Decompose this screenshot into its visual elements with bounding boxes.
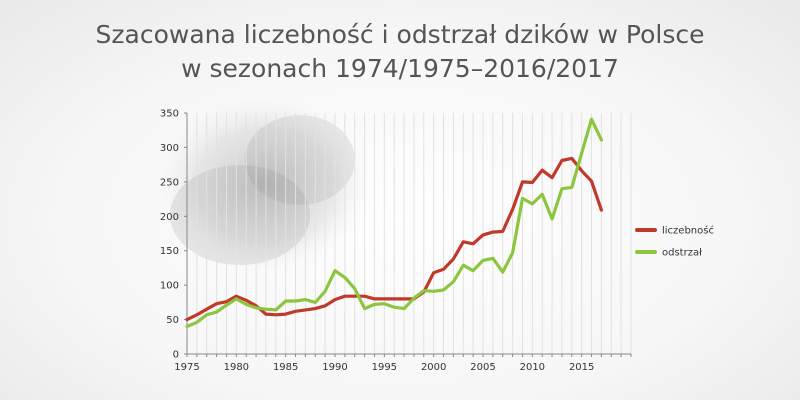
y-tick-label: 200 <box>160 212 179 223</box>
x-tick-label: 2000 <box>421 362 446 373</box>
chart-series <box>185 117 604 329</box>
x-tick-label: 1990 <box>322 362 347 373</box>
x-tick-label: 2005 <box>470 362 495 373</box>
series-line-odstrzal <box>185 117 604 329</box>
y-tick-label: 100 <box>160 281 179 292</box>
y-tick-label: 50 <box>166 315 179 326</box>
y-tick-label: 0 <box>173 350 179 361</box>
chart-title-line-2: w sezonach 1974/1975–2016/2017 <box>181 54 619 83</box>
x-tick-label: 1980 <box>224 362 249 373</box>
x-tick-label: 2010 <box>520 362 545 373</box>
chart-legend: liczebność odstrzał <box>635 225 714 259</box>
x-tick-label: 2015 <box>569 362 594 373</box>
wild-boar-background-image <box>150 90 380 280</box>
legend-label-odstrzal: odstrzał <box>662 248 702 259</box>
y-tick-label: 150 <box>160 246 179 257</box>
chart-title-line-1: Szacowana liczebność i odstrzał dzików w… <box>95 20 705 49</box>
x-tick-label: 1995 <box>372 362 397 373</box>
y-tick-label: 250 <box>160 177 179 188</box>
series-line-liczebnosc <box>185 156 604 322</box>
y-tick-label: 350 <box>160 109 179 120</box>
y-tick-label: 300 <box>160 143 179 154</box>
x-tick-label: 1975 <box>174 362 199 373</box>
legend-label-liczebnosc: liczebność <box>662 225 714 237</box>
x-tick-label: 1985 <box>273 362 298 373</box>
chart-axes: 0 50 100 150 200 250 300 350 1975 1980 1985 1990 199… <box>160 109 632 373</box>
chart-title: Szacowana liczebność i odstrzał dzików w… <box>0 18 800 86</box>
